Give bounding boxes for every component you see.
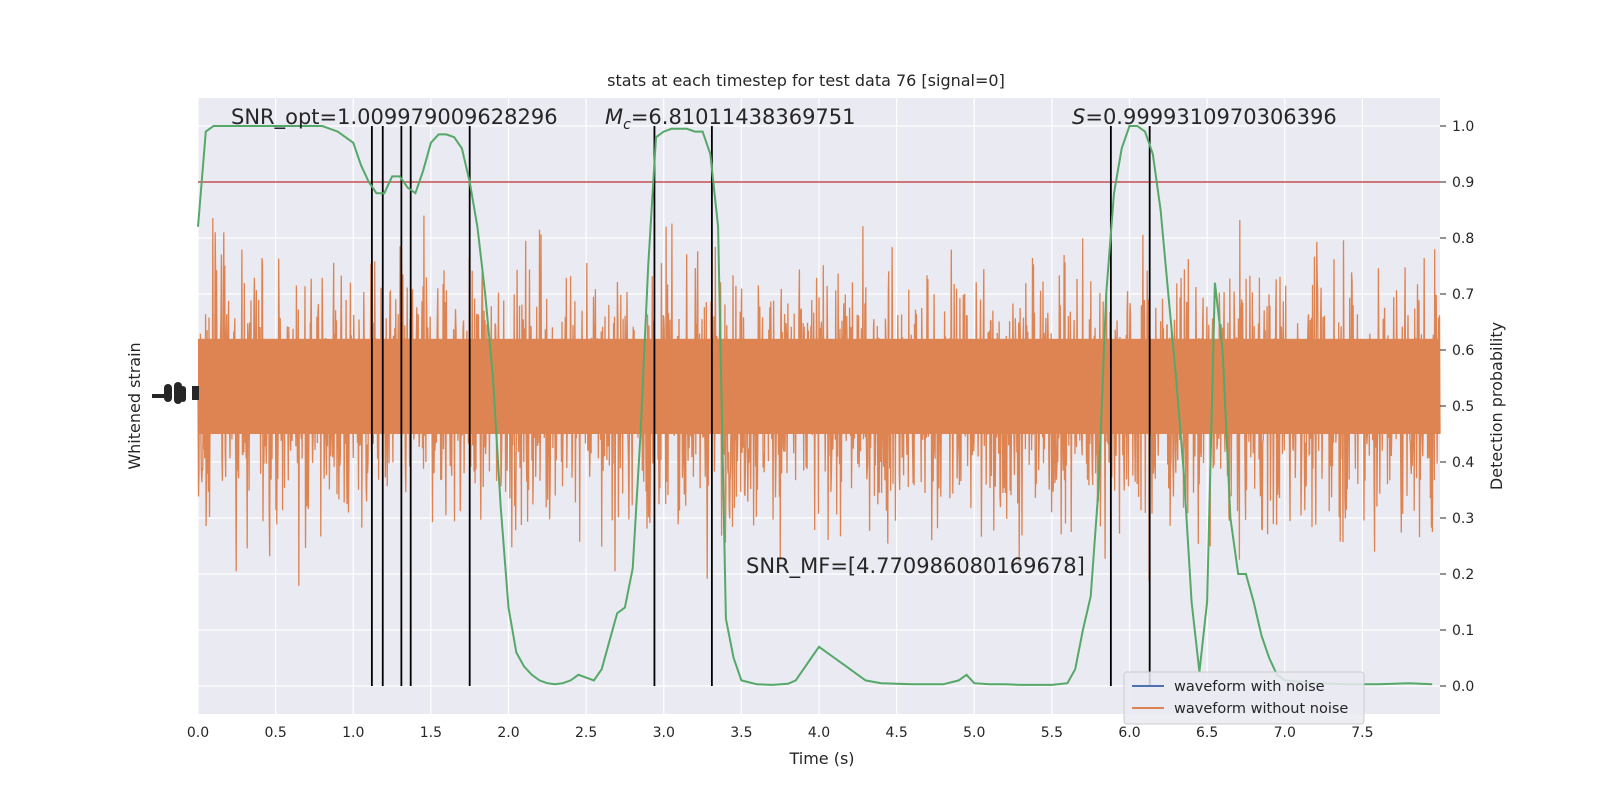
- y-tick-label: 0.5: [1452, 399, 1474, 415]
- x-tick-label: 3.0: [653, 725, 675, 741]
- x-tick-label: 7.0: [1274, 725, 1296, 741]
- annotation-s: S=0.9999310970306396: [1072, 105, 1337, 129]
- mc-symbol: M: [605, 105, 623, 129]
- left-axis-label: Whitened strain: [125, 342, 144, 469]
- annotation-mc: Mc=6.81011438369751: [605, 105, 856, 133]
- x-tick-label: 2.5: [575, 725, 597, 741]
- x-tick-label: 0.0: [187, 725, 209, 741]
- y-tick-label: 0.2: [1452, 567, 1474, 583]
- right-axis-ticks: 0.0 0.1 0.2 0.3 0.4 0.5 0.6 0.7 0.8 0.9 1.0: [1440, 119, 1474, 695]
- legend-label-without-noise: waveform without noise: [1174, 701, 1348, 717]
- strain-core-band: [198, 338, 1440, 434]
- x-axis-ticks: 0.0 0.5 1.0 1.5 2.0 2.5 3.0 3.5 4.0 4.5 5.0 5.5 6.0 6…: [187, 725, 1374, 741]
- y-tick-label: 0.8: [1452, 231, 1474, 247]
- y-tick-label: 0.3: [1452, 511, 1474, 527]
- strain-overlay: [198, 338, 1440, 434]
- x-tick-label: 1.5: [420, 725, 442, 741]
- annotation-snr-opt: SNR_opt=1.009979009628296: [231, 105, 558, 130]
- x-tick-label: 6.5: [1196, 725, 1218, 741]
- legend-label-with-noise: waveform with noise: [1174, 679, 1325, 695]
- annotation-snr-mf: SNR_MF=[4.770986080169678]: [746, 554, 1085, 579]
- x-tick-label: 5.0: [963, 725, 985, 741]
- x-tick-label: 4.0: [808, 725, 830, 741]
- legend: waveform with noise waveform without noi…: [1123, 671, 1365, 725]
- y-tick-label: 0.6: [1452, 343, 1474, 359]
- s-symbol: S: [1072, 105, 1085, 129]
- s-value: =0.9999310970306396: [1085, 105, 1336, 129]
- x-tick-label: 2.0: [497, 725, 519, 741]
- x-tick-label: 7.5: [1351, 725, 1373, 741]
- vertical-markers: [370, 126, 1151, 686]
- x-axis-label: Time (s): [788, 749, 854, 768]
- y-tick-label: 0.1: [1452, 623, 1474, 639]
- x-tick-label: 5.5: [1041, 725, 1063, 741]
- x-tick-label: 3.5: [730, 725, 752, 741]
- chart-title: stats at each timestep for test data 76 …: [607, 71, 1005, 90]
- x-tick-label: 4.5: [885, 725, 907, 741]
- y-tick-label: 1.0: [1452, 119, 1474, 135]
- left-axis-tick-clutter: [152, 382, 199, 404]
- mc-subscript: c: [623, 117, 631, 133]
- detection-probability-line: [197, 125, 1433, 686]
- legend-box: [1123, 671, 1365, 725]
- y-tick-label: 0.4: [1452, 455, 1474, 471]
- right-axis-label: Detection probability: [1487, 322, 1506, 490]
- y-tick-label: 0.0: [1452, 679, 1474, 695]
- mc-value: =6.81011438369751: [631, 105, 856, 129]
- y-tick-label: 0.9: [1452, 175, 1474, 191]
- y-tick-label: 0.7: [1452, 287, 1474, 303]
- x-tick-label: 0.5: [264, 725, 286, 741]
- x-tick-label: 1.0: [342, 725, 364, 741]
- x-tick-label: 6.0: [1118, 725, 1140, 741]
